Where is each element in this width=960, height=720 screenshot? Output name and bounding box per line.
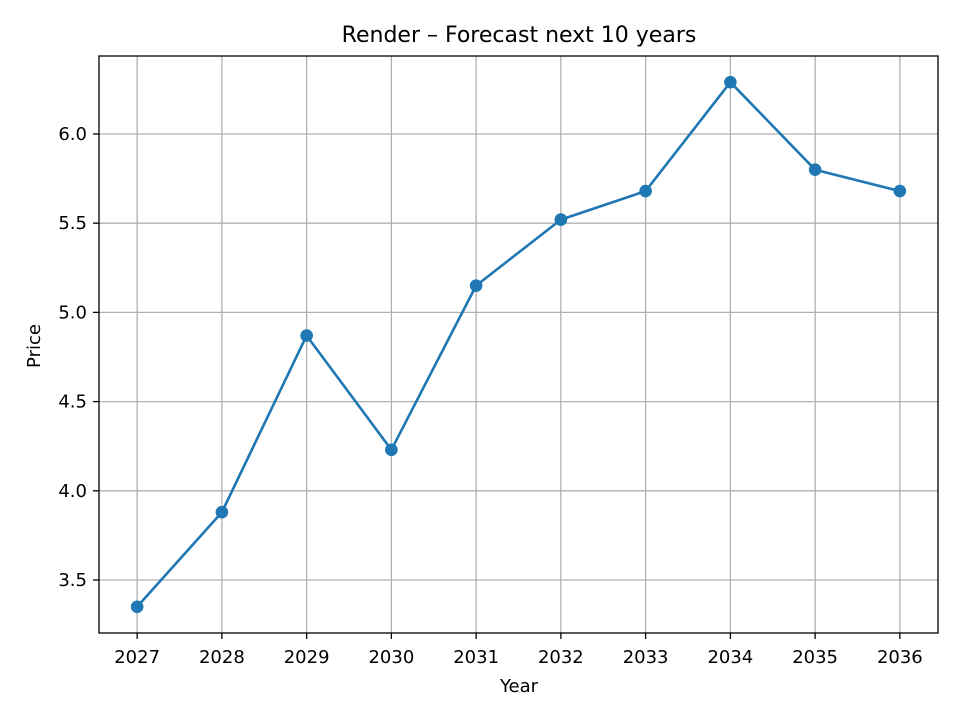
series-layer [130,75,907,614]
data-point [130,600,144,614]
x-tick-label: 2032 [538,647,584,668]
x-axis-label: Year [499,676,539,697]
data-point [215,505,229,519]
y-axis-label: Price [24,324,45,368]
series-line [136,80,901,608]
data-point [300,329,313,342]
y-tick-label: 4.5 [58,392,87,413]
data-point [385,443,398,457]
data-point [639,184,652,198]
x-tick-label: 2029 [284,647,330,668]
x-tick-label: 2036 [877,647,923,668]
y-tick-label: 5.0 [58,302,87,323]
data-point [724,75,737,89]
y-tick-label: 4.0 [58,481,87,502]
data-point [554,213,568,226]
data-point [893,184,907,198]
x-tick-label: 2034 [707,647,753,668]
x-tick-label: 2031 [453,647,499,668]
y-tick-label: 6.0 [58,124,87,145]
grid-layer [99,56,938,633]
x-tick-label: 2028 [199,647,245,668]
x-tick-label: 2035 [792,647,838,668]
tick-layer: 2027 2028 2029 2030 2031 2032 2033 2034 2035 2036… [58,124,922,668]
x-tick-label: 2027 [114,647,160,668]
data-point [469,279,483,292]
y-tick-label: 3.5 [58,570,87,591]
data-point [808,163,822,176]
y-tick-label: 5.5 [58,213,87,234]
x-tick-label: 2033 [623,647,669,668]
x-tick-label: 2030 [368,647,414,668]
plot-frame [98,55,939,634]
chart-title: Render – Forecast next 10 years [342,23,697,48]
